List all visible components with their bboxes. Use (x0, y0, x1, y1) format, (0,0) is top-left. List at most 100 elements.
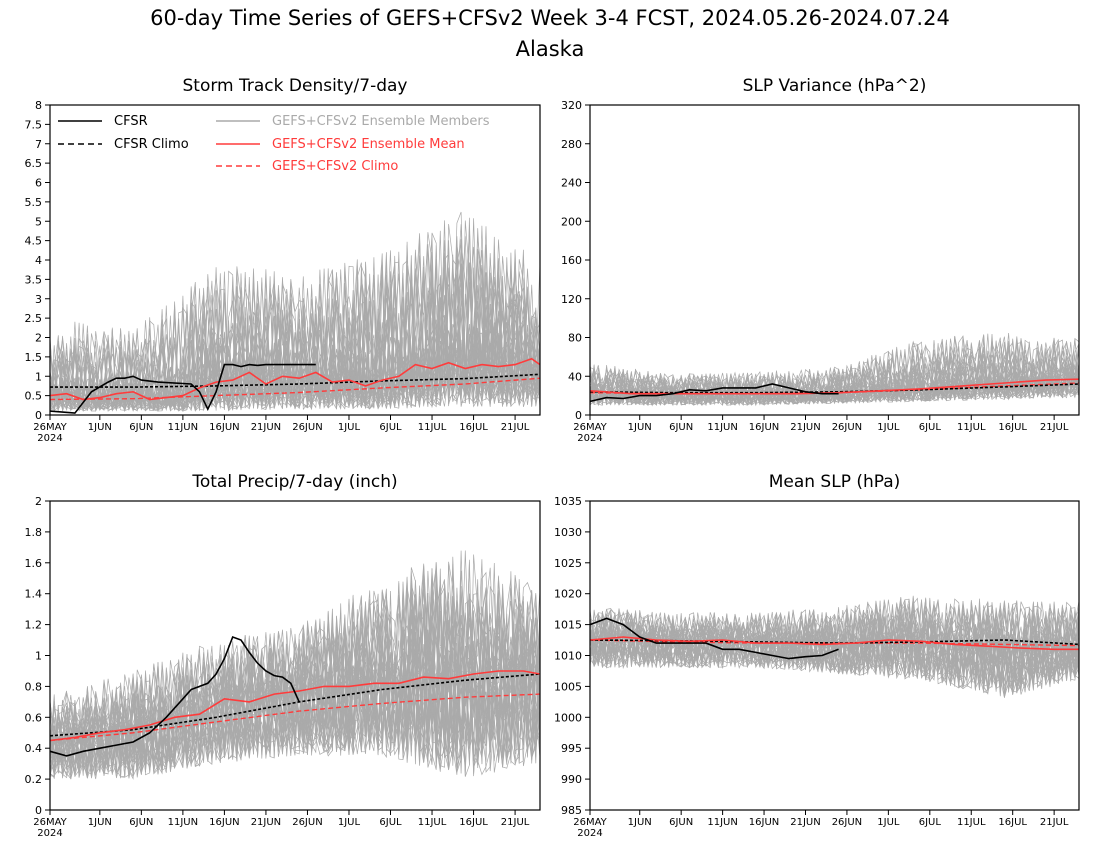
x-tick-label: 16JUL (998, 817, 1027, 828)
x-tick-label: 6JUN (669, 422, 693, 433)
panel-title: Mean SLP (hPa) (769, 472, 901, 492)
x-tick-label: 26MAY (573, 817, 607, 828)
x-tick-label: 26MAY (33, 422, 67, 433)
x-tick-label: 1JUN (88, 422, 112, 433)
x-tick-label: 26JUN (292, 422, 322, 433)
ensemble-member-line (49, 597, 541, 775)
y-tick-label: 0.2 (25, 773, 43, 786)
x-tick-label: 11JUN (168, 817, 198, 828)
y-tick-label: 990 (561, 773, 582, 786)
ensemble-member-line (49, 568, 541, 780)
y-tick-label: 40 (568, 370, 582, 383)
y-tick-label: 1 (35, 370, 42, 383)
panel-3: Total Precip/7-day (inch)00.20.40.60.811… (25, 472, 541, 839)
y-tick-label: 1015 (554, 619, 582, 632)
x-tick-label: 6JUL (379, 817, 402, 828)
y-tick-label: 1.5 (25, 351, 43, 364)
x-tick-label: 1JUL (338, 422, 361, 433)
x-tick-label: 21JUL (1040, 817, 1069, 828)
panel-2: SLP Variance (hPa^2) 0 40 80 120 160 200 240 280… (561, 76, 1080, 444)
x-tick-label: 21JUN (251, 817, 281, 828)
panel-title: Storm Track Density/7-day (183, 76, 408, 96)
y-tick-label: 2.5 (25, 312, 43, 325)
y-tick-label: 0 (575, 409, 582, 422)
y-tick-label: 4.5 (25, 235, 43, 248)
y-tick-label: 7.5 (25, 118, 43, 131)
panel-1: Storm Track Density/7-day 0 0.5 1 1.5 2 2.5 3 3.… (25, 76, 541, 444)
ensemble-member-line (49, 223, 541, 412)
ensemble-climo-line (49, 693, 541, 742)
ensemble-member-line (589, 334, 1080, 407)
ensemble-member-line (49, 579, 541, 779)
ensemble-member-line (589, 338, 1080, 406)
y-tick-label: 0.4 (25, 742, 43, 755)
legend: CFSR CFSR Climo GEFS+CFSv2 Ensemble Member… (58, 114, 490, 174)
y-tick-label: 3.5 (25, 273, 43, 286)
ensemble-climo-line (49, 377, 541, 401)
x-tick-label: 26JUN (832, 817, 862, 828)
x-tick-label: 1JUN (628, 422, 652, 433)
figure-subtitle: Alaska (516, 37, 585, 61)
cfsr-line (589, 617, 839, 660)
panels: Storm Track Density/7-day 0 0.5 1 1.5 2 2.5 3 3.… (25, 76, 1080, 839)
y-tick-label: 5.5 (25, 196, 43, 209)
y-tick-label: 6 (35, 177, 42, 190)
x-tick-label: 21JUL (1040, 422, 1069, 433)
x-tick-label: 11JUN (707, 817, 737, 828)
x-tick-label: 1JUN (628, 817, 652, 828)
x-tick-label: 11JUL (957, 817, 986, 828)
x-tick-label: 21JUN (790, 422, 820, 433)
x-tick-label: 1JUL (338, 817, 361, 828)
x-tick-label: 26JUN (832, 422, 862, 433)
x-tick-label: 21JUL (501, 422, 530, 433)
x-tick-label: 6JUN (129, 817, 153, 828)
panel-4: Mean SLP (hPa) 985 990 995 1000 1005 1010 1015 1… (554, 472, 1080, 839)
x-tick-label: 11JUN (168, 422, 198, 433)
y-tick-label: 120 (561, 293, 582, 306)
ensemble-member-line (589, 338, 1080, 406)
y-tick-label: 160 (561, 254, 582, 267)
figure-title: 60-day Time Series of GEFS+CFSv2 Week 3-… (150, 6, 950, 30)
y-tick-label: 6.5 (25, 157, 43, 170)
panel-title: Total Precip/7-day (inch) (191, 472, 397, 492)
y-tick-label: 0.5 (25, 390, 43, 403)
ensemble-members (589, 332, 1080, 407)
x-tick-label: 21JUL (501, 817, 530, 828)
x-tick-label: 16JUL (459, 817, 488, 828)
x-tick-label: 21JUN (790, 817, 820, 828)
year-label: 2024 (37, 828, 62, 839)
y-tick-label: 1.2 (25, 619, 43, 632)
y-tick-label: 0.6 (25, 711, 43, 724)
x-tick-label: 21JUN (251, 422, 281, 433)
x-tick-label: 1JUL (877, 422, 900, 433)
y-tick-label: 8 (35, 99, 42, 112)
x-tick-label: 11JUN (707, 422, 737, 433)
legend-label: GEFS+CFSv2 Climo (272, 159, 398, 174)
x-tick-label: 16JUL (459, 422, 488, 433)
y-tick-label: 1030 (554, 526, 582, 539)
legend-label: CFSR (114, 114, 148, 129)
y-tick-label: 1010 (554, 650, 582, 663)
y-tick-label: 200 (561, 215, 582, 228)
ensemble-members (49, 211, 541, 413)
ensemble-mean-line (49, 357, 541, 401)
cfsr-line (49, 363, 316, 414)
ensemble-mean-line (49, 670, 541, 742)
x-tick-label: 16JUL (998, 422, 1027, 433)
cfsr-climo-line (50, 373, 541, 388)
y-tick-label: 1000 (554, 711, 582, 724)
ensemble-member-line (589, 339, 1080, 406)
y-tick-label: 0.8 (25, 680, 43, 693)
x-tick-label: 26MAY (573, 422, 607, 433)
y-tick-label: 5 (35, 215, 42, 228)
y-tick-label: 995 (561, 742, 582, 755)
x-tick-label: 11JUL (418, 422, 447, 433)
year-label: 2024 (577, 828, 602, 839)
x-tick-label: 6JUN (129, 422, 153, 433)
y-tick-label: 1 (35, 650, 42, 663)
x-tick-label: 6JUL (919, 817, 942, 828)
ensemble-members (589, 595, 1080, 698)
ensemble-member-line (49, 252, 541, 411)
x-tick-label: 1JUN (88, 817, 112, 828)
y-tick-label: 0 (35, 804, 42, 817)
